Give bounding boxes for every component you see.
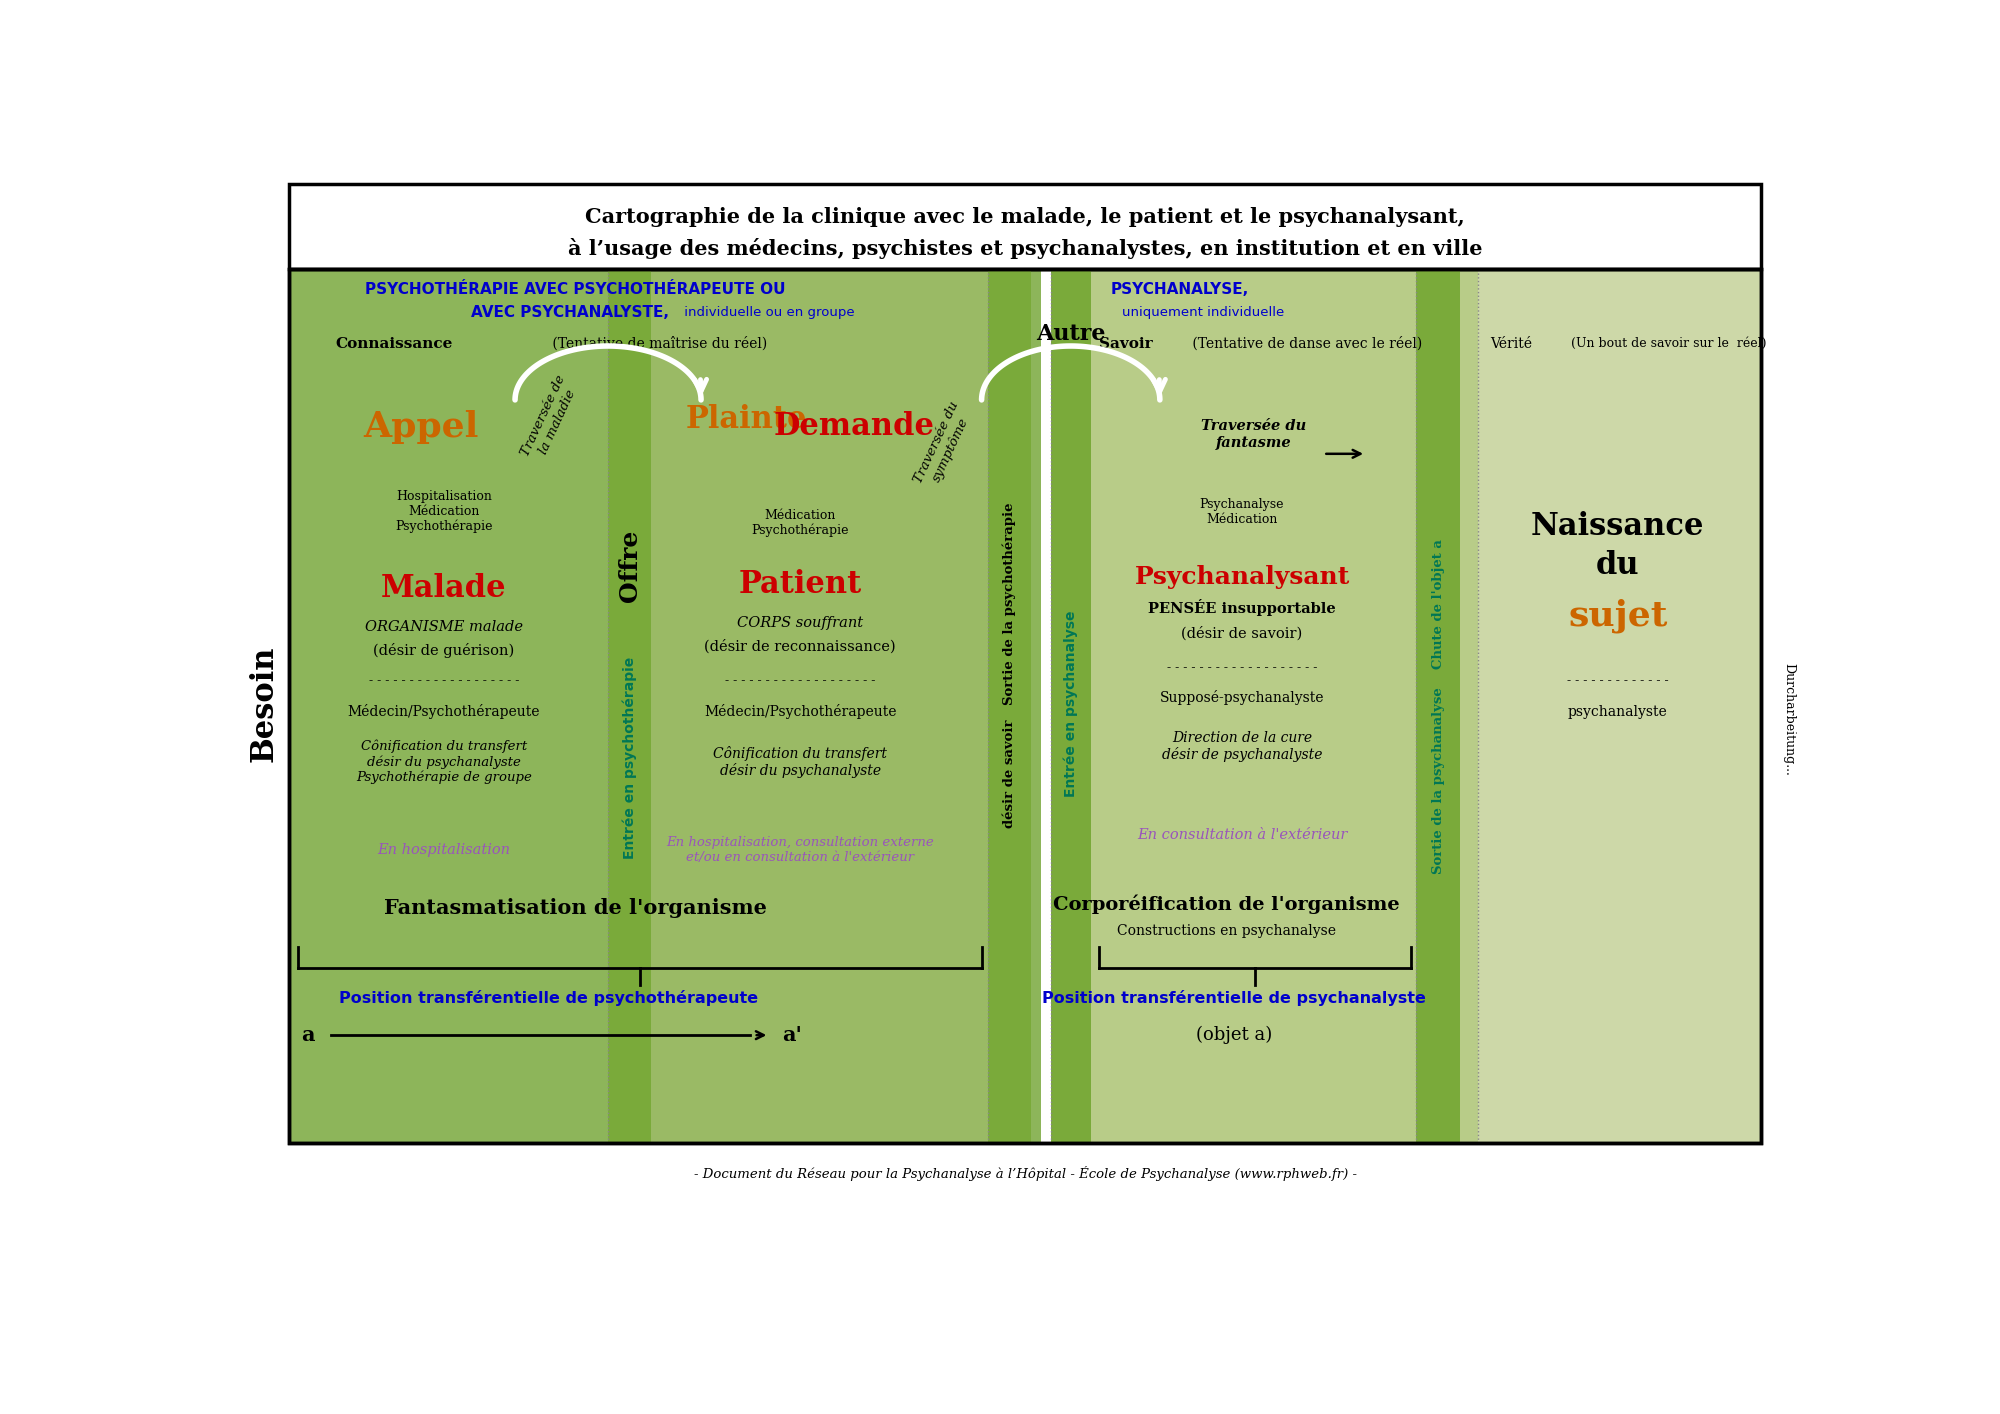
Text: - Document du Réseau pour la Psychanalyse à l’Hôpital - École de Psychanalyse (w: - Document du Réseau pour la Psychanalys… [694,1167,1356,1181]
Text: Médication
Psychothérapie: Médication Psychothérapie [752,509,848,537]
Bar [1090,269,1478,1143]
Text: Médecin/Psychothérapeute: Médecin/Psychothérapeute [348,704,540,720]
Text: CORPS souffrant: CORPS souffrant [738,617,864,631]
Text: En hospitalisation: En hospitalisation [378,843,510,857]
Text: Supposé-psychanalyste: Supposé-psychanalyste [1160,690,1324,706]
Text: - - - - - - - - - - - - - - - - - - -: - - - - - - - - - - - - - - - - - - - [368,674,518,687]
Text: Malade: Malade [380,573,506,604]
Text: (Tentative de maîtrise du réel): (Tentative de maîtrise du réel) [548,337,768,351]
Text: Traversée du
symptôme: Traversée du symptôme [912,400,976,492]
Text: ORGANISME malade: ORGANISME malade [364,621,522,633]
Text: Autre: Autre [1036,324,1106,345]
Bar [1416,269,1460,1143]
Text: Entrée en psychothérapie: Entrée en psychothérapie [622,658,636,860]
Bar [608,269,652,1143]
Text: Cartographie de la clinique avec le malade, le patient et le psychanalysant,: Cartographie de la clinique avec le mala… [586,206,1464,226]
Text: Plainte: Plainte [686,403,806,434]
Text: Offre: Offre [618,529,642,601]
Text: - - - - - - - - - - - - -: - - - - - - - - - - - - - [1568,674,1668,687]
Text: a: a [302,1025,314,1045]
Text: PSYCHOTHÉRAPIE AVEC PSYCHOTHÉRAPEUTE OU: PSYCHOTHÉRAPIE AVEC PSYCHOTHÉRAPEUTE OU [366,283,786,297]
Text: AVEC PSYCHANALYSTE,: AVEC PSYCHANALYSTE, [470,305,668,321]
Text: Chute de l'objet a: Chute de l'objet a [1432,539,1444,669]
Text: Cônification du transfert
désir du psychanalyste: Cônification du transfert désir du psych… [714,745,888,778]
Bar [288,269,1762,1143]
Text: Sortie de la psychothérapie: Sortie de la psychothérapie [1002,503,1016,706]
Text: Durcharbeitung...: Durcharbeitung... [1782,663,1794,776]
Text: (désir de guérison): (désir de guérison) [374,642,514,658]
Text: Connaissance: Connaissance [336,337,452,351]
Text: uniquement individuelle: uniquement individuelle [1122,307,1284,320]
Text: En consultation à l'extérieur: En consultation à l'extérieur [1136,829,1348,841]
Text: Traversée du
fantasme: Traversée du fantasme [1200,420,1306,450]
Text: Vérité: Vérité [1490,337,1532,351]
Bar [288,269,1040,1143]
Bar [288,269,1762,1143]
Text: Hospitalisation
Médication
Psychothérapie: Hospitalisation Médication Psychothérapi… [396,489,492,533]
Text: psychanalyste: psychanalyste [1568,704,1668,718]
Text: Appel: Appel [362,410,478,444]
Text: sujet: sujet [1568,598,1668,632]
Text: Demande: Demande [774,411,936,443]
Text: Direction de la cure
désir de psychanalyste: Direction de la cure désir de psychanaly… [1162,731,1322,762]
Text: (objet a): (objet a) [1196,1027,1272,1045]
Bar [988,269,1032,1143]
Text: Psychanalyse
Médication: Psychanalyse Médication [1200,498,1284,526]
Text: Position transférentielle de psychothérapeute: Position transférentielle de psychothéra… [338,990,758,1007]
Text: Fantasmatisation de l'organisme: Fantasmatisation de l'organisme [384,898,766,918]
Bar [650,269,1002,1143]
Text: Constructions en psychanalyse: Constructions en psychanalyse [1116,925,1336,939]
Bar [1478,269,1762,1143]
Text: PSYCHANALYSE,: PSYCHANALYSE, [1110,283,1248,297]
Text: Savoir: Savoir [1098,337,1152,351]
Text: individuelle ou en groupe: individuelle ou en groupe [680,307,854,320]
Text: Traversée de
la maladie: Traversée de la maladie [520,373,582,465]
Text: Besoin: Besoin [248,646,280,762]
Text: Position transférentielle de psychanalyste: Position transférentielle de psychanalys… [1042,990,1426,1007]
Text: (désir de reconnaissance): (désir de reconnaissance) [704,639,896,653]
Text: Sortie de la psychanalyse: Sortie de la psychanalyse [1432,687,1444,874]
Text: - - - - - - - - - - - - - - - - - - -: - - - - - - - - - - - - - - - - - - - [1166,660,1318,673]
Text: Entrée en psychanalyse: Entrée en psychanalyse [1064,611,1078,797]
Text: du: du [1596,550,1640,581]
Text: (désir de savoir): (désir de savoir) [1182,626,1302,641]
Text: (Un bout de savoir sur le  réel): (Un bout de savoir sur le réel) [1572,337,1766,351]
Text: à l’usage des médecins, psychistes et psychanalystes, en institution et en ville: à l’usage des médecins, psychistes et ps… [568,238,1482,259]
Text: Naissance: Naissance [1532,512,1704,543]
Text: Cônification du transfert
désir du psychanalyste
Psychothérapie de groupe: Cônification du transfert désir du psych… [356,740,532,785]
Text: Médecin/Psychothérapeute: Médecin/Psychothérapeute [704,704,896,720]
Text: En hospitalisation, consultation externe
et/ou en consultation à l'extérieur: En hospitalisation, consultation externe… [666,836,934,864]
Text: Corporéification de l'organisme: Corporéification de l'organisme [1054,895,1400,913]
Text: désir de savoir: désir de savoir [1004,720,1016,827]
Text: Psychanalysant: Psychanalysant [1134,566,1350,590]
Text: a': a' [782,1025,802,1045]
Text: (Tentative de danse avec le réel): (Tentative de danse avec le réel) [1188,337,1422,351]
Bar [1050,269,1090,1143]
Text: - - - - - - - - - - - - - - - - - - -: - - - - - - - - - - - - - - - - - - - [726,674,876,687]
Text: PENSÉE insupportable: PENSÉE insupportable [1148,600,1336,617]
Text: Patient: Patient [738,570,862,600]
Bar [288,184,1762,269]
